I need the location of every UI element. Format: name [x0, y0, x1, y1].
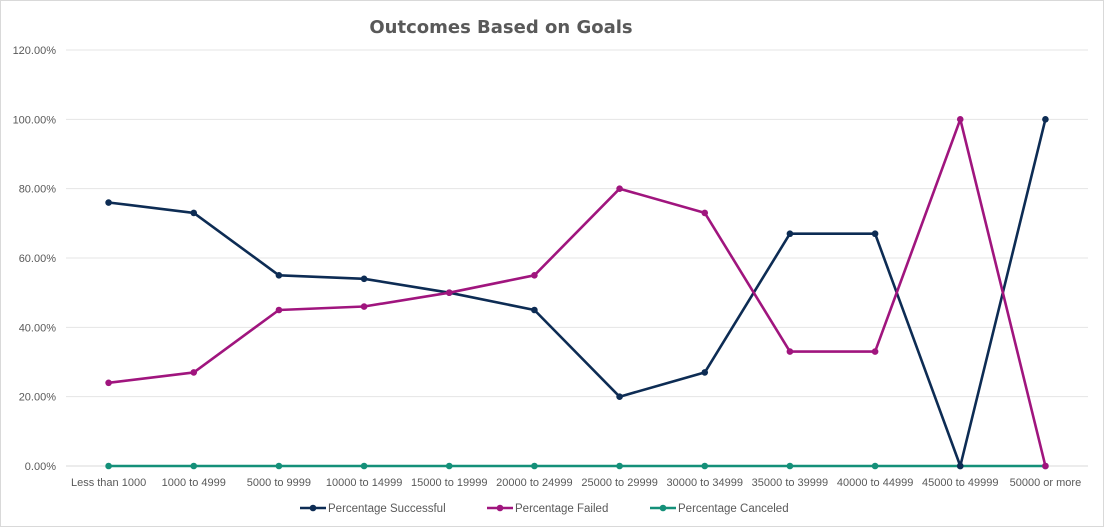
data-point [445, 462, 453, 470]
data-point [786, 230, 794, 238]
chart-title: Outcomes Based on Goals [369, 17, 632, 38]
legend: Percentage Successful Percentage Failed Pe… [300, 503, 789, 515]
x-tick-label: 5000 to 9999 [247, 477, 311, 489]
data-point [701, 462, 709, 470]
data-point [360, 275, 368, 283]
x-tick-label: 15000 to 19999 [411, 477, 487, 489]
data-point [616, 462, 623, 470]
y-tick-label: 100.00% [13, 114, 57, 126]
data-point [360, 303, 368, 310]
data-point [616, 185, 623, 192]
x-tick-label: 50000 or more [1010, 477, 1082, 489]
data-point [786, 462, 794, 470]
x-tick-label: 40000 to 44999 [837, 477, 913, 489]
y-tick-label: 0.00% [25, 461, 56, 473]
data-point [871, 230, 879, 238]
x-tick-label: 25000 to 29999 [581, 477, 657, 489]
data-point [871, 462, 879, 470]
data-point [701, 369, 709, 376]
data-point [956, 462, 964, 470]
data-point [786, 348, 794, 355]
x-tick-label: 30000 to 34999 [667, 477, 743, 489]
y-axis-ticks: 0.00% 20.00% 40.00% 60.00% 80.00% 100.00% 120.… [13, 45, 57, 473]
data-point [701, 209, 709, 217]
data-point [190, 369, 198, 376]
gridlines [66, 49, 1088, 467]
legend-label: Percentage Canceled [678, 503, 789, 515]
y-tick-label: 40.00% [19, 322, 57, 334]
data-point [1042, 116, 1049, 123]
data-point [190, 209, 198, 217]
data-point [105, 379, 112, 387]
legend-item: Percentage Failed [487, 503, 608, 515]
x-tick-label: 35000 to 39999 [752, 477, 828, 489]
data-point [275, 272, 283, 279]
data-point [445, 289, 453, 296]
legend-swatch-marker [309, 504, 317, 512]
data-point [616, 393, 623, 400]
data-point [105, 199, 112, 206]
legend-label: Percentage Successful [328, 503, 446, 515]
series-percentage-successful [105, 116, 1049, 470]
x-axis-ticks: Less than 1000 1000 to 4999 5000 to 9999 10… [71, 477, 1081, 489]
data-point [531, 272, 538, 279]
data-point [871, 348, 879, 355]
data-point [1042, 462, 1049, 470]
x-tick-label: Less than 1000 [71, 477, 146, 489]
x-tick-label: 20000 to 24999 [496, 477, 572, 489]
x-tick-label: 1000 to 4999 [162, 477, 226, 489]
data-point [275, 462, 283, 470]
series-group [105, 116, 1049, 470]
data-point [531, 462, 538, 470]
legend-item: Percentage Canceled [650, 503, 789, 515]
legend-label: Percentage Failed [515, 503, 608, 515]
legend-swatch-marker [496, 504, 504, 512]
data-point [956, 116, 964, 123]
series-line [107, 118, 1047, 468]
legend-swatch-marker [659, 504, 667, 512]
data-point [531, 306, 538, 314]
data-point [105, 462, 112, 470]
data-point [190, 462, 198, 470]
data-point [275, 306, 283, 314]
y-tick-label: 20.00% [19, 392, 57, 404]
y-tick-label: 120.00% [13, 45, 57, 57]
legend-item: Percentage Successful [300, 503, 446, 515]
x-tick-label: 45000 to 49999 [922, 477, 998, 489]
data-point [360, 462, 368, 470]
x-tick-label: 10000 to 14999 [326, 477, 402, 489]
y-tick-label: 80.00% [19, 184, 57, 196]
series-percentage-failed [105, 116, 1049, 470]
series-line [107, 118, 1047, 468]
y-tick-label: 60.00% [19, 253, 57, 265]
series-percentage-canceled [105, 462, 1049, 470]
